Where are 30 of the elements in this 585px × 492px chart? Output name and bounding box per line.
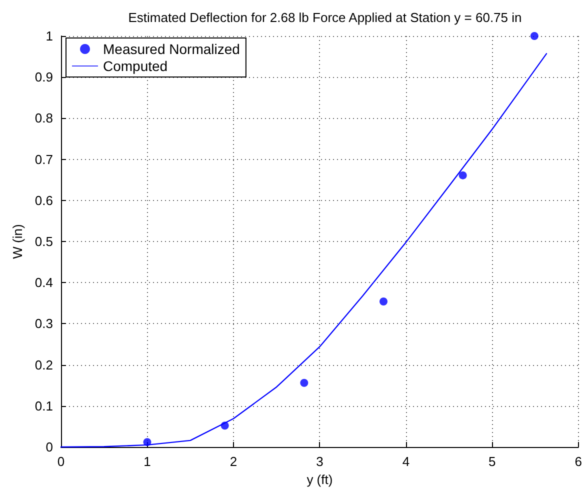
x-tick-label: 6 (574, 454, 582, 469)
y-axis-title: W (in) (10, 224, 26, 259)
legend-label: Measured Normalized (103, 41, 240, 57)
point (220, 422, 229, 430)
point (143, 438, 152, 446)
line-series (60, 53, 548, 448)
x-tick-label: 4 (402, 454, 410, 469)
y-tick-label: 0.6 (34, 192, 53, 208)
x-tick-label: 2 (230, 454, 238, 469)
x-tick-label: 3 (316, 454, 324, 469)
y-tick-label: 0.4 (34, 275, 53, 290)
y-tick-label: 0.1 (34, 398, 53, 414)
x-tick-label: 1 (144, 454, 151, 469)
y-tick-label: 0.9 (34, 70, 53, 85)
x-tick-label: 0 (57, 454, 65, 469)
y-tick-label: 0.5 (34, 234, 53, 249)
y-tick-label: 1 (46, 28, 53, 44)
y-tick-label: 0.2 (34, 357, 53, 372)
point (300, 378, 308, 387)
chart-title: Estimated Deflection for 2.68 lb Force Applied at Station y = 60.75 in (128, 10, 522, 25)
x-tick-label: 5 (488, 454, 496, 469)
point (380, 298, 388, 306)
x-axis-title: y (ft) (306, 472, 333, 487)
legend-label: Computed (103, 58, 168, 74)
y-tick-label: 0 (46, 440, 53, 454)
point (458, 171, 467, 180)
y-tick-label: 0.8 (34, 110, 53, 126)
y-tick-label: 0.3 (34, 316, 53, 332)
y-tick-label: 0.7 (34, 152, 53, 167)
point (530, 32, 538, 40)
